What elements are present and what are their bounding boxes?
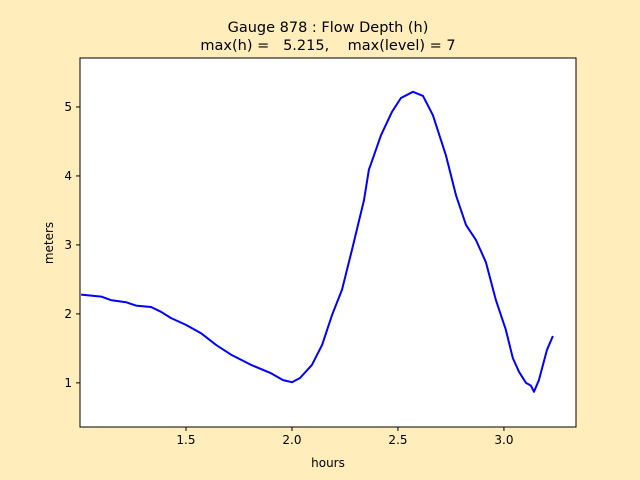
y-tick-label: 2 [64,307,72,321]
y-tick-label: 3 [64,238,72,252]
chart-subtitle: max(h) = 5.215, max(level) = 7 [200,38,455,54]
x-tick-label: 3.0 [494,433,513,447]
series-line [81,90,554,393]
x-axis-label: hours [311,456,345,470]
y-tick-label: 1 [64,376,72,390]
y-axis-label: meters [42,222,56,264]
plot-frame [79,57,577,428]
x-tick-label: 2.5 [388,433,407,447]
x-tick-label: 1.5 [176,433,195,447]
y-tick-label: 4 [64,169,72,183]
y-tick-label: 5 [64,100,72,114]
x-tick-label: 2.0 [282,433,301,447]
plot-area [80,58,576,427]
chart-title: Gauge 878 : Flow Depth (h) [228,20,429,36]
